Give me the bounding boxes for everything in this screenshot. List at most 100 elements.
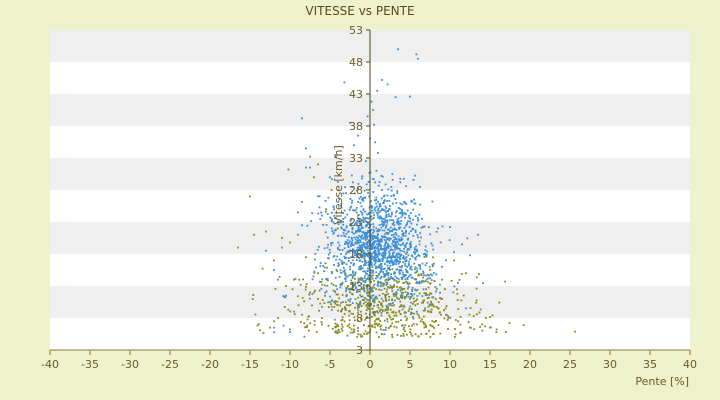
data-point: [387, 247, 390, 250]
data-point: [324, 294, 326, 297]
data-point: [422, 225, 424, 228]
data-point: [431, 325, 434, 328]
x-tick-label: -35: [81, 358, 99, 371]
data-point: [413, 312, 415, 315]
data-point: [316, 248, 319, 251]
data-point: [390, 229, 392, 232]
data-point: [379, 210, 382, 213]
data-point: [324, 291, 327, 294]
data-point: [399, 300, 402, 303]
data-point: [383, 229, 386, 232]
data-point: [359, 241, 362, 243]
data-point: [396, 334, 399, 336]
data-point: [330, 305, 333, 308]
data-point: [349, 121, 351, 124]
data-point: [339, 286, 342, 289]
data-point: [411, 290, 413, 292]
data-point: [371, 300, 374, 303]
data-point: [373, 235, 376, 237]
data-point: [424, 280, 427, 283]
data-point: [368, 287, 371, 290]
data-point: [434, 298, 437, 301]
data-point: [325, 208, 327, 211]
data-point: [419, 320, 422, 323]
data-point: [389, 245, 392, 248]
data-point: [313, 271, 316, 274]
data-point: [340, 327, 343, 330]
data-point: [399, 181, 402, 184]
data-point: [395, 244, 398, 247]
data-point: [398, 270, 401, 273]
data-point: [347, 231, 349, 233]
data-point: [361, 260, 364, 263]
data-point: [351, 239, 354, 242]
data-point: [423, 252, 426, 255]
data-point: [361, 246, 364, 249]
data-point: [309, 291, 311, 294]
data-point: [346, 334, 349, 337]
data-point: [378, 243, 380, 246]
data-point: [390, 276, 392, 278]
data-point: [418, 213, 421, 216]
data-point: [320, 287, 323, 290]
data-point: [345, 192, 347, 195]
data-point: [325, 223, 328, 226]
data-point: [293, 310, 295, 313]
data-point: [396, 241, 399, 244]
data-point: [437, 301, 440, 303]
data-point: [373, 323, 376, 326]
data-point: [441, 265, 443, 268]
data-point: [343, 261, 346, 264]
data-point: [441, 225, 444, 228]
data-point: [351, 281, 354, 284]
data-point: [372, 256, 374, 259]
data-point: [356, 246, 359, 249]
data-point: [484, 325, 487, 328]
data-point: [393, 263, 396, 265]
data-point: [348, 319, 351, 322]
data-point: [393, 224, 396, 227]
data-point: [392, 202, 394, 205]
data-point: [366, 316, 368, 318]
data-point: [364, 264, 367, 267]
data-point: [313, 270, 316, 273]
data-point: [382, 195, 385, 198]
data-point: [333, 305, 336, 308]
data-point: [409, 95, 411, 98]
data-point: [364, 279, 367, 282]
data-point: [377, 251, 380, 254]
data-point: [374, 251, 377, 254]
data-point: [345, 256, 348, 259]
data-point: [372, 284, 375, 287]
data-point: [379, 266, 382, 269]
data-point: [309, 166, 311, 169]
data-point: [393, 304, 395, 307]
data-point: [305, 256, 307, 259]
data-point: [336, 300, 339, 303]
data-point: [298, 278, 301, 281]
data-point: [381, 333, 383, 335]
data-point: [388, 268, 391, 271]
data-point: [388, 200, 391, 202]
data-point: [419, 203, 422, 206]
data-point: [378, 224, 381, 226]
data-point: [357, 225, 360, 228]
data-point: [410, 301, 413, 304]
data-point: [370, 244, 373, 247]
data-point: [334, 331, 337, 334]
data-point: [285, 285, 287, 287]
data-point: [419, 264, 421, 267]
data-point: [398, 238, 401, 241]
data-point: [372, 231, 374, 234]
data-point: [382, 254, 385, 256]
data-point: [443, 309, 445, 312]
data-point: [380, 263, 383, 266]
data-point: [354, 272, 357, 275]
data-point: [396, 277, 398, 280]
data-point: [344, 229, 347, 232]
data-point: [393, 292, 396, 295]
data-point: [399, 244, 402, 247]
data-point: [371, 209, 373, 212]
data-point: [325, 210, 327, 213]
data-point: [404, 246, 407, 249]
